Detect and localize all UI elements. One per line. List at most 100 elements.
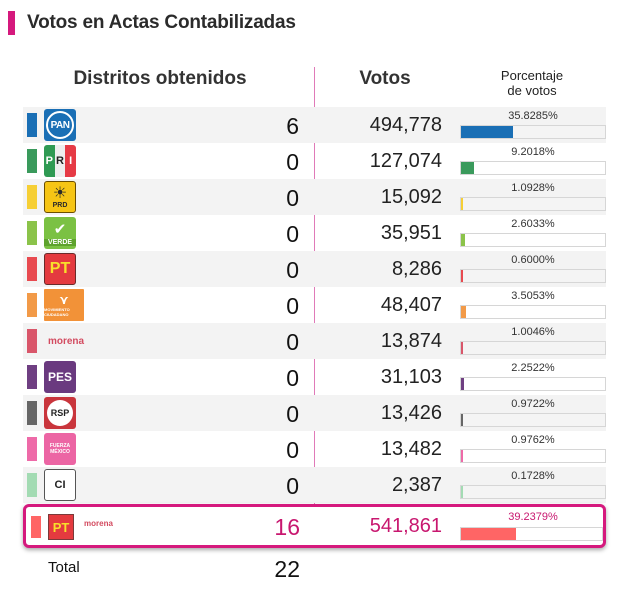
percentage-bar (460, 269, 606, 283)
prd-sun-glyph: ☀ (52, 184, 68, 202)
districts-value: 0 (286, 257, 299, 283)
districts-value: 0 (286, 221, 299, 247)
pes-logo-icon: PES (44, 361, 76, 393)
verde-toucan-glyph: ✔ (53, 220, 67, 238)
votes-value: 35,951 (380, 222, 442, 244)
party-color-swatch (27, 257, 37, 281)
party-color-swatch (27, 113, 37, 137)
pri-logo-i: I (65, 145, 76, 177)
table-row[interactable]: P R I 0 127,074 9.2018% (23, 143, 606, 179)
votes-value: 2,387 (391, 474, 442, 496)
party-color-swatch (27, 401, 37, 425)
districts-value: 16 (274, 514, 300, 540)
party-color-swatch (27, 437, 37, 461)
total-label: Total (48, 559, 80, 576)
table-row[interactable]: PES 0 31,103 2.2522% (23, 359, 606, 395)
votes-value: 494,778 (369, 114, 442, 136)
districts-value: 0 (286, 401, 299, 427)
table-row[interactable]: RSP 0 13,426 0.9722% (23, 395, 606, 431)
table-row[interactable]: morena 0 13,874 1.0046% (23, 323, 606, 359)
party-color-swatch (27, 365, 37, 389)
mc-eagle-glyph: ⋎ (59, 293, 69, 307)
percentage-bar-fill (461, 270, 463, 282)
percentage-bar-fill (461, 342, 463, 354)
party-color-swatch (27, 473, 37, 497)
votes-value: 31,103 (380, 366, 442, 388)
fxm-logo-text: FUERZA MÉXICO (49, 443, 71, 455)
percentage-value: 1.0046% (511, 326, 555, 338)
percentage-bar (460, 305, 606, 319)
votes-value: 15,092 (380, 186, 442, 208)
rsp-logo-icon: RSP (44, 397, 76, 429)
pt-logo-icon: PT (44, 253, 76, 285)
table-row[interactable]: ☀ PRD 0 15,092 1.0928% (23, 179, 606, 215)
column-header-porcentaje-line1: Porcentaje (500, 68, 564, 83)
table-row[interactable]: PT 0 8,286 0.6000% (23, 251, 606, 287)
page-title: Votos en Actas Contabilizadas (27, 12, 296, 33)
votes-value: 13,426 (380, 402, 442, 424)
percentage-value: 3.5053% (511, 290, 555, 302)
column-header-porcentaje-line2: de votos (507, 83, 557, 98)
party-color-swatch (27, 185, 37, 209)
table-row[interactable]: FUERZA MÉXICO 0 13,482 0.9762% (23, 431, 606, 467)
percentage-bar (460, 233, 606, 247)
pt-logo-icon: PT (48, 514, 74, 540)
percentage-bar-fill (461, 126, 513, 138)
section-header: Votos en Actas Contabilizadas (8, 11, 296, 35)
votes-value: 48,407 (380, 294, 442, 316)
prd-logo-icon: ☀ PRD (44, 181, 76, 213)
pan-logo-icon: PAN (44, 109, 76, 141)
movimiento-ciudadano-logo-icon: ⋎ MOVIMIENTO CIUDADANO (44, 289, 84, 321)
verde-logo-icon: ✔ VERDE (44, 217, 76, 249)
votes-value: 541,861 (369, 515, 442, 537)
table-row[interactable]: ⋎ MOVIMIENTO CIUDADANO 0 48,407 3.5053% (23, 287, 606, 323)
party-color-swatch (27, 293, 37, 317)
title-accent-bar (8, 11, 15, 35)
table-row[interactable]: ✔ VERDE 0 35,951 2.6033% (23, 215, 606, 251)
districts-value: 0 (286, 149, 299, 175)
party-color-swatch (31, 516, 41, 538)
prd-logo-text: PRD (52, 201, 68, 209)
votes-value: 13,874 (380, 330, 442, 352)
percentage-bar-fill (461, 306, 467, 318)
percentage-bar (460, 341, 606, 355)
districts-value: 0 (286, 329, 299, 355)
verde-logo-text: VERDE (44, 238, 76, 246)
percentage-value: 39.2379% (508, 511, 558, 523)
percentage-bar-fill (461, 528, 517, 540)
morena-logo-icon: morena (84, 519, 113, 528)
total-value: 22 (274, 556, 300, 582)
districts-value: 0 (286, 473, 299, 499)
percentage-value: 0.9762% (511, 434, 555, 446)
table-row[interactable]: PAN 6 494,778 35.8285% (23, 107, 606, 143)
mc-logo-text: MOVIMIENTO CIUDADANO (44, 307, 70, 317)
percentage-bar-fill (461, 486, 463, 498)
percentage-bar-fill (461, 414, 463, 426)
votes-value: 8,286 (391, 258, 442, 280)
districts-value: 0 (286, 365, 299, 391)
percentage-bar (460, 449, 606, 463)
party-color-swatch (27, 221, 37, 245)
column-header-porcentaje: Porcentaje de votos (470, 68, 594, 98)
ci-logo-text: CI (54, 479, 66, 491)
ci-logo-icon: CI (44, 469, 76, 501)
percentage-value: 0.1728% (511, 470, 555, 482)
percentage-bar-fill (461, 378, 465, 390)
pes-logo-text: PES (47, 370, 72, 384)
districts-value: 0 (286, 437, 299, 463)
percentage-value: 1.0928% (511, 182, 555, 194)
percentage-bar (460, 125, 606, 139)
percentage-bar (460, 413, 606, 427)
fuerza-mexico-logo-icon: FUERZA MÉXICO (44, 433, 76, 465)
districts-value: 0 (286, 293, 299, 319)
results-table: PAN 6 494,778 35.8285% P R I 0 127,074 9.2018% ☀ PR… (23, 107, 606, 503)
coalition-row[interactable]: PT morena 16 541,861 39.2379% (23, 504, 606, 548)
pan-logo-glyph: PAN (46, 111, 74, 139)
percentage-value: 2.2522% (511, 362, 555, 374)
table-row[interactable]: CI 0 2,387 0.1728% (23, 467, 606, 503)
percentage-bar (460, 377, 606, 391)
party-color-swatch (27, 149, 37, 173)
percentage-value: 0.6000% (511, 254, 555, 266)
percentage-bar (460, 161, 606, 175)
